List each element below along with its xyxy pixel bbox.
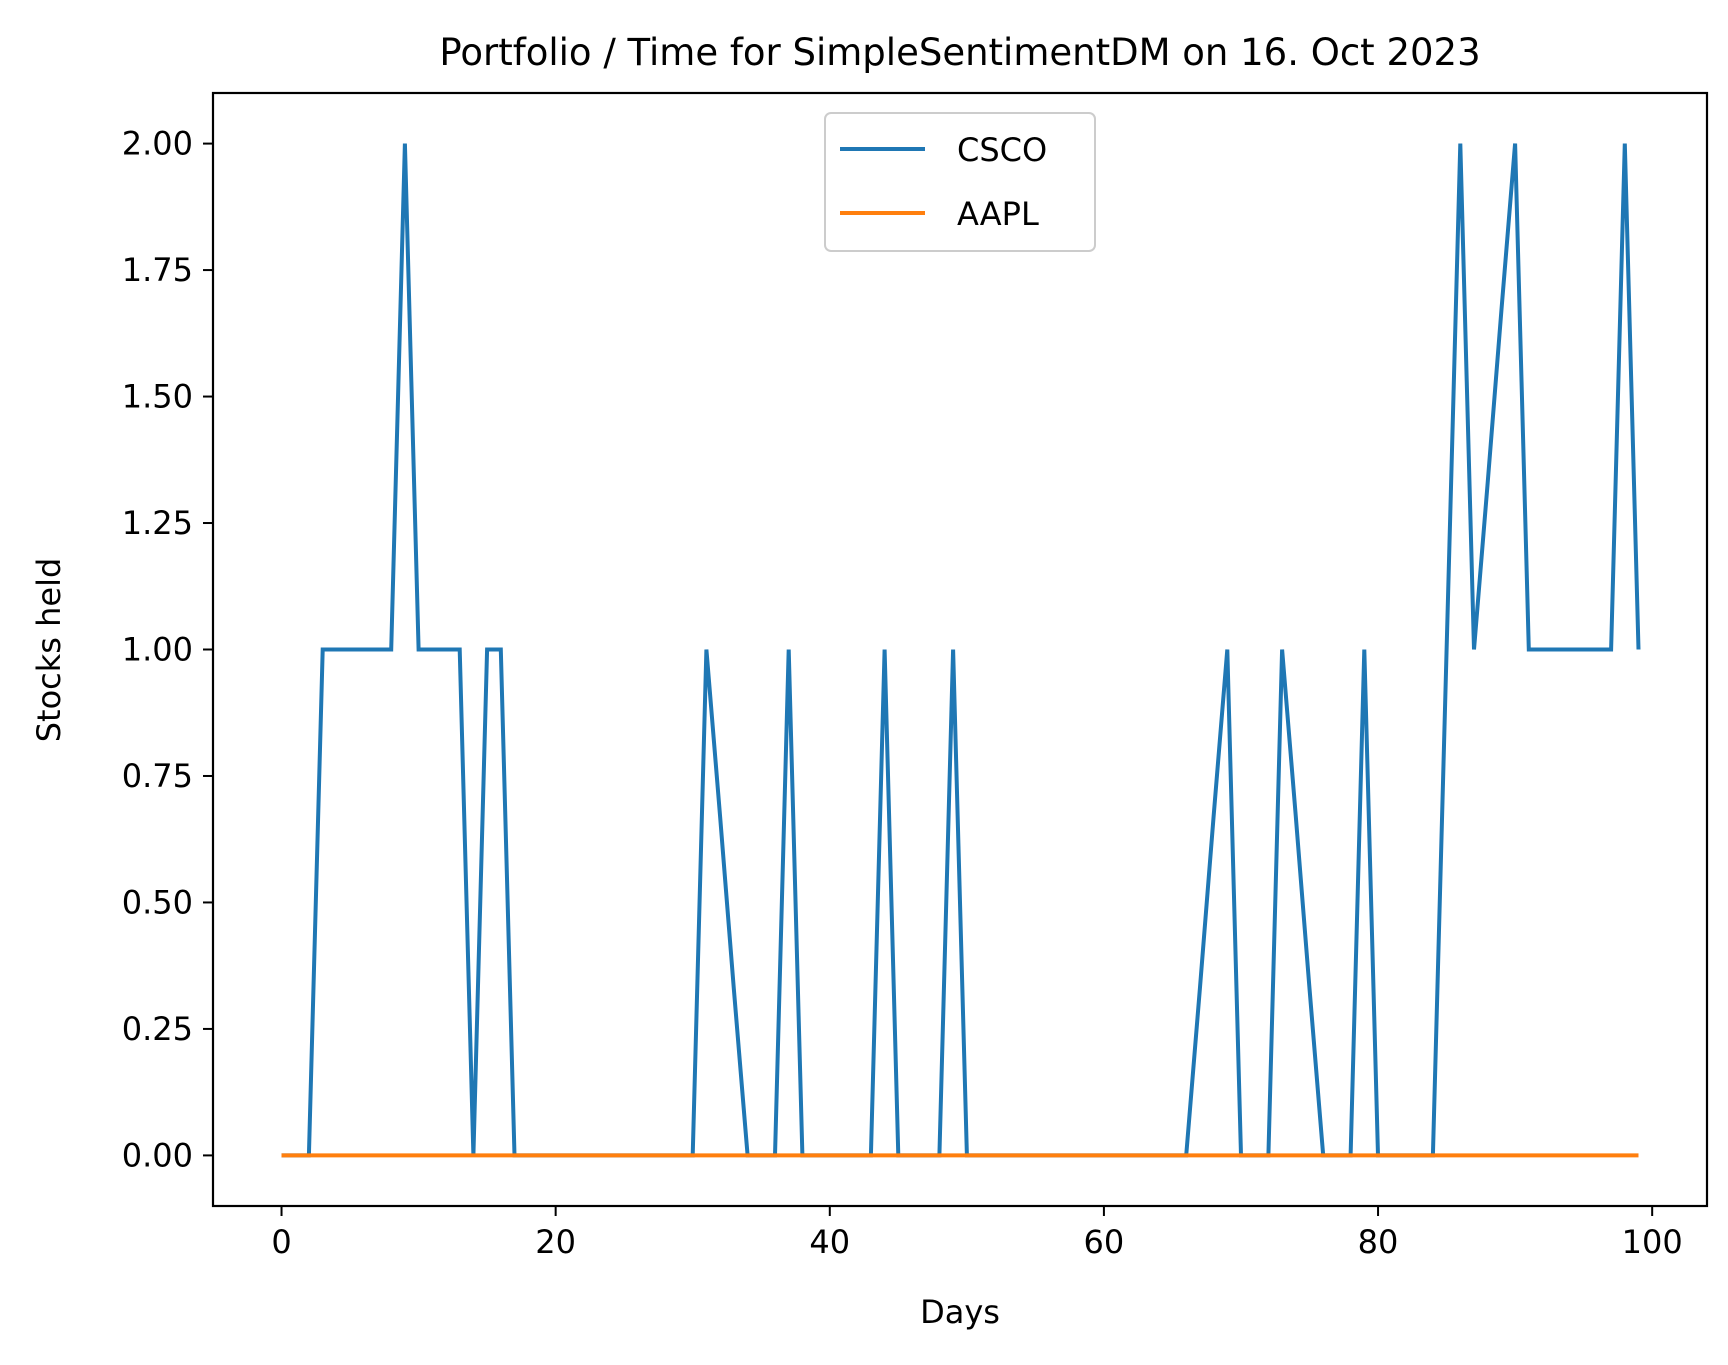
y-tick-label: 0.50 <box>122 883 193 921</box>
y-tick-label: 0.00 <box>122 1136 193 1174</box>
legend-label-csco: CSCO <box>957 131 1047 169</box>
x-tick-label: 60 <box>1084 1223 1125 1261</box>
x-axis-ticks: 0 20 40 60 80 100 <box>271 1206 1683 1261</box>
series-layer <box>281 143 1641 1158</box>
x-tick-label: 20 <box>535 1223 576 1261</box>
y-tick-label: 1.75 <box>122 251 193 289</box>
legend-label-aapl: AAPL <box>957 195 1039 233</box>
x-axis-label: Days <box>920 1293 1000 1331</box>
y-axis-label: Stocks held <box>30 558 68 743</box>
legend: CSCO AAPL <box>824 112 1096 252</box>
y-tick-label: 1.00 <box>122 631 193 669</box>
y-tick-label: 0.25 <box>122 1010 193 1048</box>
x-tick-label: 40 <box>809 1223 850 1261</box>
y-tick-label: 1.25 <box>122 504 193 542</box>
y-axis-ticks: 0.00 0.25 0.50 0.75 1.00 1.25 1.50 1.75 2.00 <box>122 125 213 1174</box>
y-tick-label: 2.00 <box>122 125 193 163</box>
plot-area: 0 20 40 60 80 100 0.00 0.25 0.50 0.75 1.00 1.25 1.5… <box>122 91 1709 1261</box>
y-tick-label: 0.75 <box>122 757 193 795</box>
x-tick-label: 100 <box>1622 1223 1683 1261</box>
x-tick-label: 80 <box>1358 1223 1399 1261</box>
x-tick-label: 0 <box>271 1223 291 1261</box>
y-tick-label: 1.50 <box>122 378 193 416</box>
chart-title: Portfolio / Time for SimpleSentimentDM o… <box>439 31 1480 74</box>
